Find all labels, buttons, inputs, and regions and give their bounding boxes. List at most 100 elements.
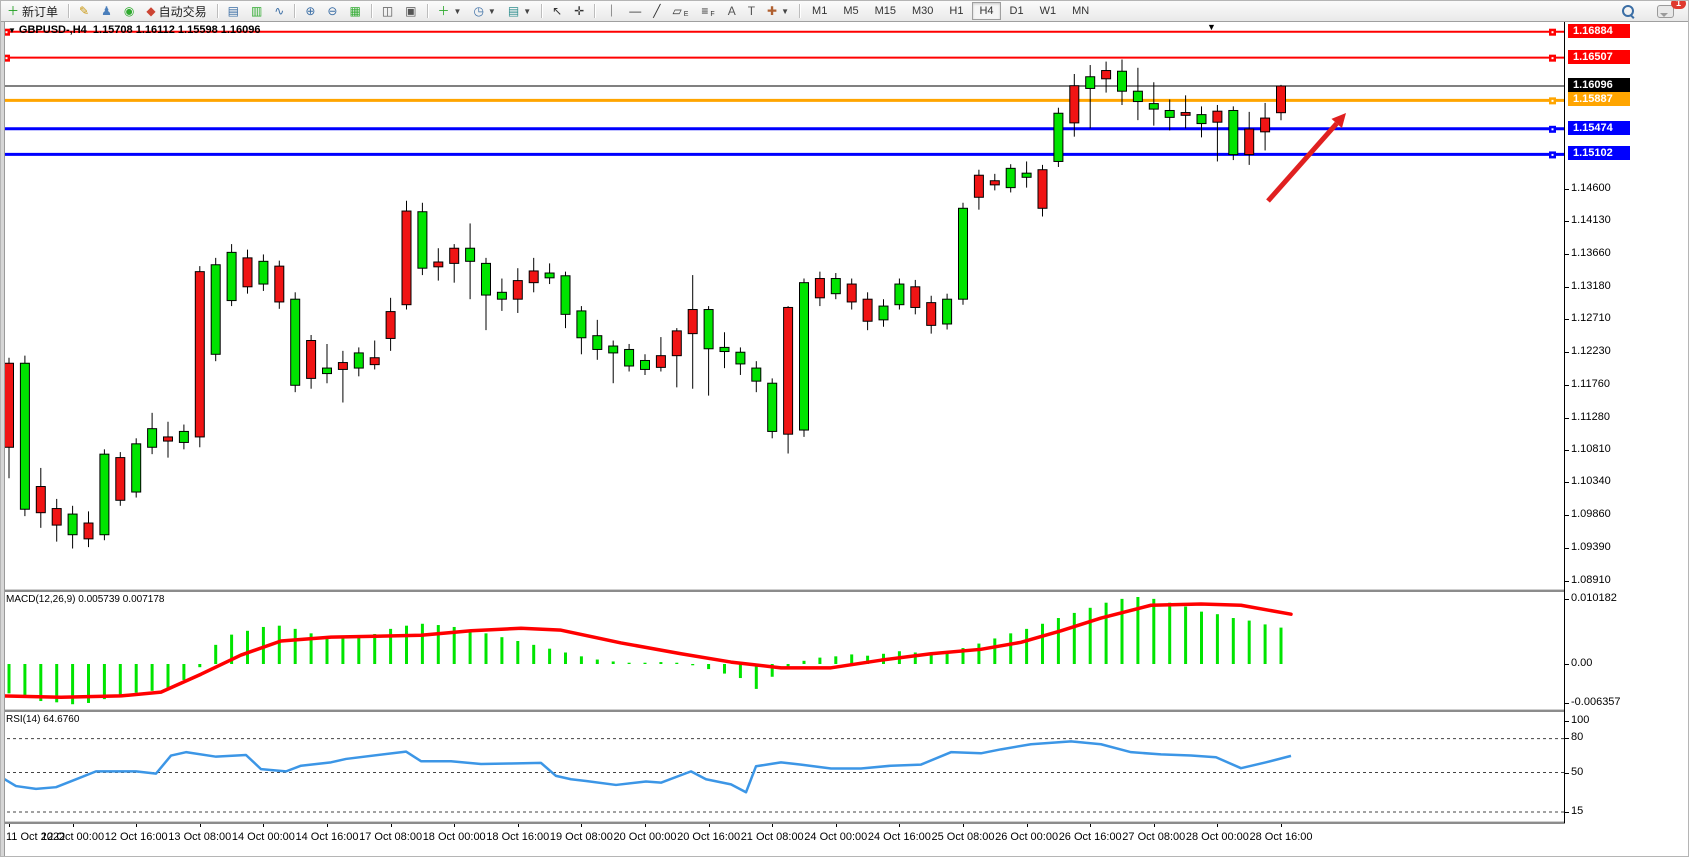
indicators-button[interactable]: ＋ ▼ xyxy=(432,1,468,21)
price-axis-line xyxy=(1564,21,1565,823)
timeframe-d1[interactable]: D1 xyxy=(1009,5,1024,17)
crosshair-icon[interactable]: ✛ xyxy=(568,1,590,21)
rsi-axis-tick: 15 xyxy=(1571,805,1584,817)
new-order-button[interactable]: ＋新订单 xyxy=(1,1,64,21)
time-axis-label: 28 Oct 00:00 xyxy=(1185,831,1249,843)
text-label-icon[interactable]: T xyxy=(742,1,761,21)
fibonacci-icon[interactable]: ≡ F xyxy=(695,1,721,21)
line-chart-icon[interactable]: ∿ xyxy=(268,1,290,21)
price-axis-tick: 1.13180 xyxy=(1571,279,1611,292)
zoom-in-icon[interactable]: ⊕ xyxy=(299,1,321,21)
pane-separator[interactable] xyxy=(1,589,1688,592)
axis-tick-mark xyxy=(1565,352,1569,354)
toolbar-separator xyxy=(594,4,596,18)
time-tick-mark xyxy=(72,823,74,827)
horizontal-line-icon[interactable]: — xyxy=(623,1,647,21)
profile-icon[interactable]: ♟ xyxy=(95,1,118,21)
toolbar-separator xyxy=(68,4,70,18)
price-axis-tick: 1.11280 xyxy=(1571,410,1610,423)
chat-icon xyxy=(1657,4,1674,18)
macd-label: MACD(12,26,9) 0.005739 0.007178 xyxy=(6,594,165,605)
rsi-label: RSI(14) 64.6760 xyxy=(6,714,80,725)
timeframe-m5[interactable]: M5 xyxy=(843,5,859,17)
symbol-dropdown-icon: ▼ xyxy=(8,26,16,35)
notifications-button[interactable]: 1 xyxy=(1651,1,1686,21)
vertical-line-icon[interactable]: ｜ xyxy=(599,1,623,21)
time-axis-label: 28 Oct 16:00 xyxy=(1249,831,1313,843)
price-axis-tick: 1.14600 xyxy=(1571,182,1611,194)
macd-indicator-canvas[interactable] xyxy=(1,591,1564,709)
price-axis-tick: 1.13660 xyxy=(1571,246,1611,259)
timeframe-h1[interactable]: H1 xyxy=(949,5,964,17)
bar-chart-icon[interactable]: ▤ xyxy=(222,1,245,21)
timeframe-m15[interactable]: M15 xyxy=(874,5,896,17)
axis-tick-mark xyxy=(1565,319,1569,321)
autotrade-button[interactable]: ◆ 自动交易 xyxy=(140,1,212,21)
periods-button[interactable]: ◷ ▼ xyxy=(467,1,501,21)
chart-shift-marker[interactable]: ▼ xyxy=(1207,22,1216,32)
price-axis-tick: 1.08910 xyxy=(1571,573,1611,586)
candlestick-chart-icon-glyph: ▥ xyxy=(250,4,263,18)
rsi-axis-tick: 100 xyxy=(1571,714,1590,726)
axis-tick-mark xyxy=(1565,221,1569,223)
price-axis-tick: 1.12230 xyxy=(1571,345,1611,358)
search-button[interactable] xyxy=(1616,1,1641,21)
pane-separator xyxy=(1,821,1688,824)
signal-icon[interactable]: ◉ xyxy=(118,1,140,21)
glyph-sub: E xyxy=(683,10,689,18)
channel-icon-glyph: ▱ xyxy=(672,4,682,18)
timeframe-w1[interactable]: W1 xyxy=(1039,5,1057,17)
timeframe-h4[interactable]: H4 xyxy=(972,2,1001,20)
zoom-out-icon-glyph: ⊖ xyxy=(327,4,338,18)
timeframe-mn[interactable]: MN xyxy=(1072,5,1090,17)
templates-button[interactable]: ▤ ▼ xyxy=(502,1,537,21)
pane-separator[interactable] xyxy=(1,709,1688,712)
timeframe-bar: M1 M5 M15 M30 H1 H4 D1 W1 MN xyxy=(804,2,1097,20)
time-tick-mark xyxy=(835,823,837,827)
price-axis-tick: 1.09860 xyxy=(1571,508,1611,521)
price-axis-tick: 1.12710 xyxy=(1571,312,1611,325)
cursor-icon[interactable]: ↖ xyxy=(546,1,568,21)
text-icon[interactable]: A xyxy=(722,1,742,21)
zoom-out-icon[interactable]: ⊖ xyxy=(321,1,343,21)
window-edge xyxy=(1,21,5,856)
time-axis-label: 11 Oct 2022 xyxy=(6,831,66,843)
dropdown-caret-icon: ▼ xyxy=(487,6,496,16)
time-tick-mark xyxy=(708,823,710,827)
candlestick-chart-icon[interactable]: ▥ xyxy=(245,1,268,21)
time-tick-mark xyxy=(1026,823,1028,827)
channel-icon[interactable]: ▱ E xyxy=(666,1,695,21)
trendline-icon[interactable]: ╱ xyxy=(647,1,666,21)
time-tick-mark xyxy=(136,823,138,827)
axis-tick-mark xyxy=(1565,738,1569,739)
level-price-label: 1.15474 xyxy=(1568,120,1630,135)
toolbar-separator xyxy=(294,4,296,18)
arrows-icon[interactable]: ✚ ▼ xyxy=(761,1,795,21)
time-tick-mark xyxy=(1090,823,1092,827)
toolbar-separator xyxy=(370,4,372,18)
timeframe-m1[interactable]: M1 xyxy=(812,5,828,17)
crayon-icon-glyph: ✎ xyxy=(79,4,90,18)
tile-windows-icon[interactable]: ▦ xyxy=(343,1,366,21)
chart-shift-icon-glyph: ▣ xyxy=(405,4,417,18)
time-tick-mark xyxy=(327,823,328,827)
auto-scroll-icon[interactable]: ◫ xyxy=(376,1,399,21)
toolbar-separator xyxy=(541,4,543,18)
symbol-label: GBPUSD-,H4 xyxy=(18,24,87,36)
axis-tick-mark xyxy=(1565,515,1569,517)
price-chart-canvas[interactable] xyxy=(1,21,1564,589)
axis-tick-mark xyxy=(1565,189,1569,190)
chart-shift-icon[interactable]: ▣ xyxy=(399,1,422,21)
search-icon xyxy=(1622,4,1635,19)
time-tick-mark xyxy=(899,823,901,827)
macd-axis-tick: 0.010182 xyxy=(1571,592,1617,604)
time-axis-label: 14 Oct 00:00 xyxy=(231,831,295,843)
bar-chart-icon-glyph: ▤ xyxy=(227,4,239,18)
timeframe-m30[interactable]: M30 xyxy=(912,5,934,17)
rsi-indicator-canvas[interactable] xyxy=(1,711,1564,821)
signal-icon-glyph: ◉ xyxy=(123,4,135,18)
time-axis-label: 25 Oct 08:00 xyxy=(931,831,995,843)
chart-title: ▼ GBPUSD-,H4 1.15708 1.16112 1.15598 1.16… xyxy=(8,24,261,36)
crayon-icon[interactable]: ✎ xyxy=(73,1,95,21)
